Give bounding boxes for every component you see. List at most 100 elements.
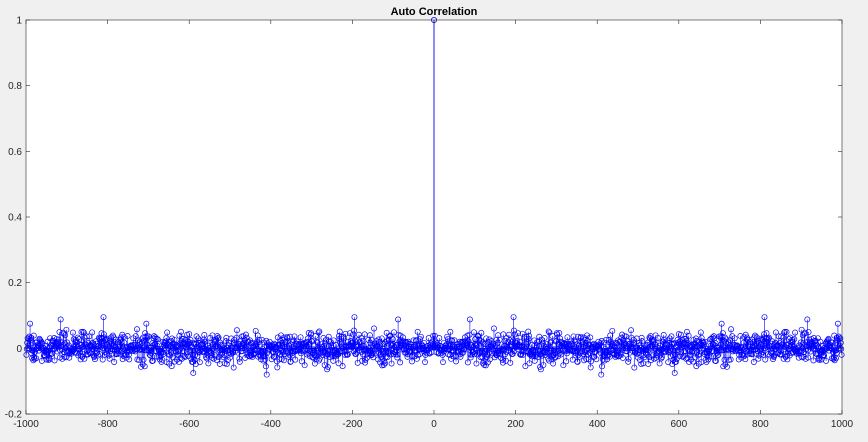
stem-marker <box>83 333 90 340</box>
stem-marker <box>350 331 357 338</box>
stem-marker <box>646 354 652 361</box>
stem-marker <box>486 356 493 363</box>
stem-marker <box>580 334 587 341</box>
stem-marker <box>89 329 96 336</box>
stem-marker <box>136 356 142 363</box>
stem-marker <box>256 336 262 343</box>
stem-marker <box>554 331 561 338</box>
stem-marker <box>380 346 386 352</box>
stem-marker <box>537 366 544 373</box>
stem-marker <box>476 336 483 343</box>
stem-marker <box>250 350 257 357</box>
stem-marker <box>57 316 64 323</box>
stem-marker <box>202 341 209 348</box>
stem-marker <box>654 344 661 350</box>
stem-marker <box>111 359 118 365</box>
stem-marker <box>619 354 626 361</box>
stem-marker <box>100 331 107 338</box>
stem-marker <box>85 351 91 358</box>
stem-marker <box>781 329 788 336</box>
stem-marker <box>655 335 661 341</box>
stem-marker <box>109 350 116 357</box>
stem-marker <box>702 339 709 345</box>
stem-marker <box>497 351 504 358</box>
stem-marker <box>234 343 241 350</box>
stem-marker <box>677 331 684 338</box>
stem-marker <box>825 335 832 342</box>
stem-marker <box>752 332 759 339</box>
stem-marker <box>140 347 147 353</box>
stem-marker <box>347 330 353 337</box>
stem-marker <box>213 357 220 364</box>
stem-marker <box>378 335 385 342</box>
stem-marker <box>289 338 296 345</box>
stem-marker <box>507 359 514 366</box>
stem-marker <box>262 356 269 363</box>
y-axis-ticks: -0.2 0 0.2 0.4 0.6 0.8 1 <box>5 16 842 421</box>
stem-marker <box>193 333 200 340</box>
stem-marker <box>107 340 114 347</box>
stem-marker <box>543 346 550 353</box>
stem-marker <box>406 344 413 351</box>
stem-marker <box>491 325 497 332</box>
stem-marker <box>344 351 351 358</box>
stem-marker <box>688 342 695 348</box>
stem-marker <box>101 334 108 341</box>
stem-marker <box>76 336 82 343</box>
stem-marker <box>824 337 831 344</box>
stem-marker <box>570 333 577 340</box>
stem-marker <box>236 358 243 365</box>
stem-marker <box>233 334 240 341</box>
stem-marker <box>353 350 360 357</box>
stem-marker <box>80 328 87 335</box>
stem-marker <box>86 333 93 340</box>
stem-marker <box>765 351 772 358</box>
stem-marker <box>56 329 63 335</box>
stem-marker <box>587 334 594 341</box>
stem-marker <box>57 347 64 354</box>
stem-marker <box>656 360 663 367</box>
stem-marker <box>560 362 567 369</box>
stem-marker <box>194 353 201 360</box>
stem-marker <box>118 339 125 345</box>
stem-marker <box>625 355 632 362</box>
stem-marker <box>634 351 641 357</box>
stem-marker <box>278 332 284 339</box>
stem-marker <box>612 353 619 360</box>
stem-marker <box>297 334 304 341</box>
stem-marker <box>137 341 144 348</box>
stem-marker <box>287 358 294 365</box>
stem-marker <box>196 349 203 356</box>
stem-marker <box>466 343 473 350</box>
stem-marker <box>384 338 391 344</box>
stem-marker <box>522 363 529 370</box>
stem-marker <box>400 334 406 341</box>
stem-marker <box>453 358 459 365</box>
stem-marker <box>728 326 734 333</box>
stem-marker <box>279 340 286 347</box>
stem-marker <box>546 329 553 336</box>
stem-marker <box>606 353 613 360</box>
stem-marker <box>298 358 305 365</box>
stem-marker <box>279 343 286 350</box>
stem-marker <box>164 329 171 336</box>
stem-marker <box>525 335 532 342</box>
stem-marker <box>111 346 118 353</box>
stem-marker <box>430 332 437 339</box>
stem-marker <box>598 371 605 378</box>
stem-marker <box>574 358 581 365</box>
stem-marker <box>457 351 464 358</box>
stem-marker <box>439 352 446 358</box>
stem-marker <box>742 356 749 363</box>
stem-marker <box>60 330 67 337</box>
stem-marker <box>431 332 438 339</box>
stem-marker <box>685 332 692 339</box>
stem-marker <box>382 339 389 345</box>
stem-marker <box>719 333 726 340</box>
stem-marker <box>227 354 233 361</box>
stem-marker <box>121 344 128 351</box>
stem-marker <box>646 343 653 350</box>
stem-marker <box>552 354 559 360</box>
stem-marker <box>369 350 376 356</box>
stem-marker <box>171 358 178 365</box>
